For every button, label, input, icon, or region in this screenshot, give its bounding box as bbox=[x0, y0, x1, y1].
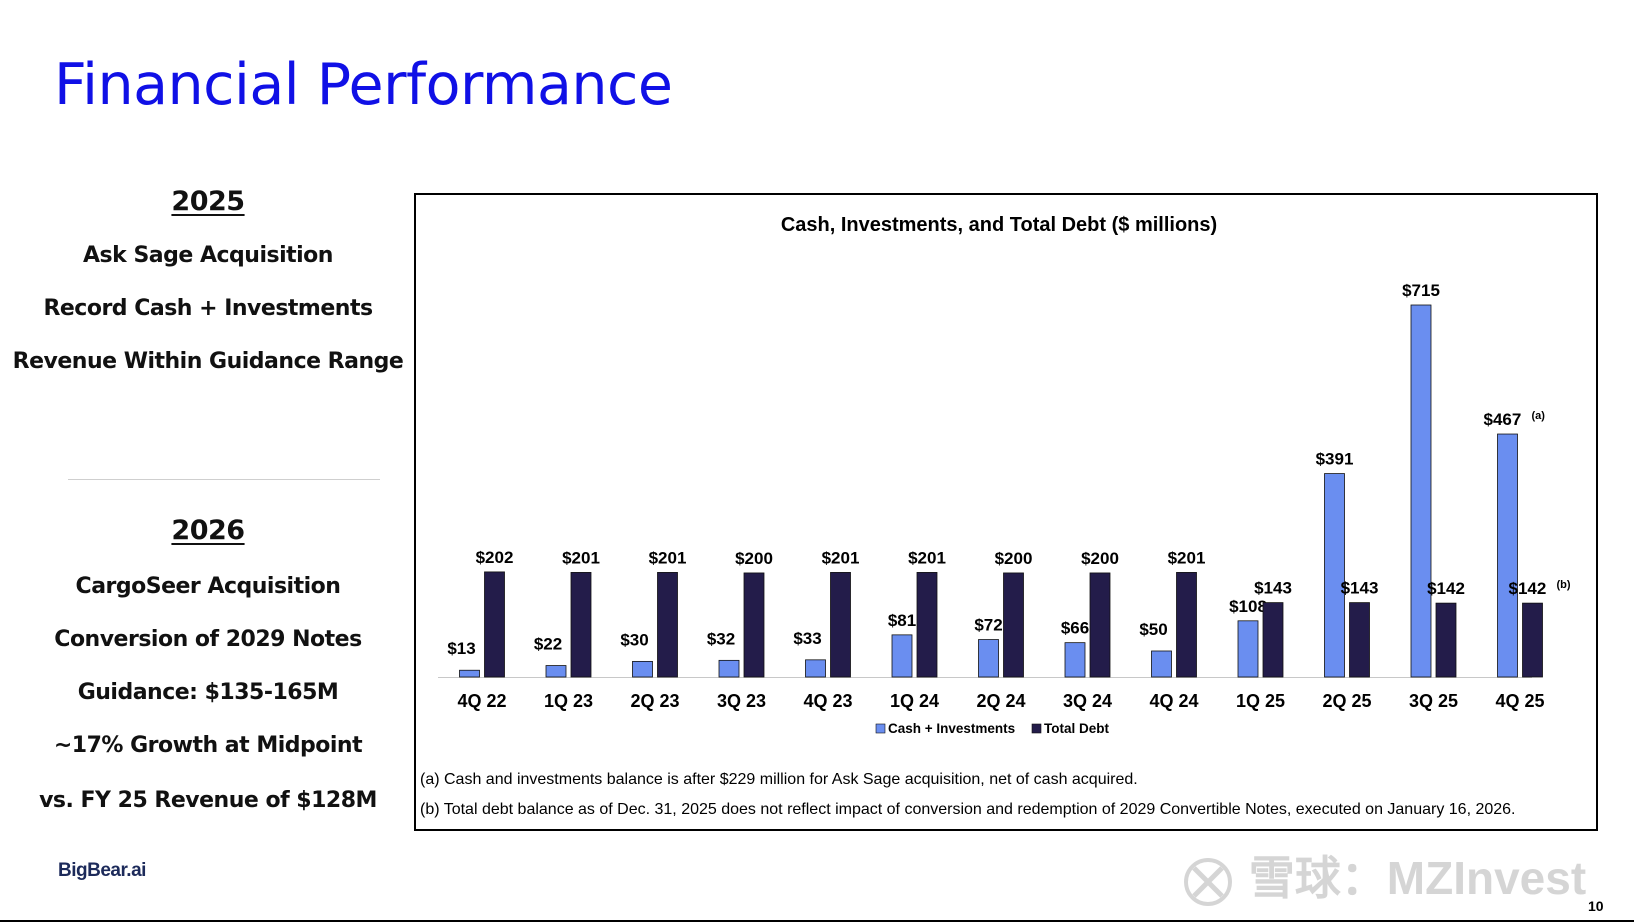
total-debt-bar bbox=[743, 572, 765, 678]
footnote-marker: (b) bbox=[1557, 579, 1571, 591]
total-debt-bar bbox=[916, 572, 938, 678]
x-tick-label: 1Q 23 bbox=[544, 691, 593, 711]
total-debt-label: $202 bbox=[476, 548, 514, 567]
footnote-marker: (a) bbox=[1532, 410, 1546, 422]
page-number: 10 bbox=[1588, 898, 1604, 914]
section-divider bbox=[68, 479, 380, 480]
total-debt-bar bbox=[1522, 602, 1543, 678]
cash-investments-bar bbox=[978, 639, 999, 678]
snowball-logo-icon bbox=[1184, 857, 1232, 906]
cash-investments-label: $13 bbox=[447, 639, 475, 658]
total-debt-label: $201 bbox=[822, 548, 860, 567]
footnote-a: (a) Cash and investments balance is afte… bbox=[420, 771, 1138, 788]
year-2026-heading: 2026 bbox=[171, 515, 245, 546]
cash-investments-bar bbox=[1064, 642, 1086, 678]
total-debt-label: $143 bbox=[1254, 579, 1292, 598]
highlight-2025-item: Revenue Within Guidance Range bbox=[12, 349, 404, 374]
total-debt-label: $142 bbox=[1509, 579, 1547, 598]
total-debt-bar bbox=[1003, 572, 1024, 678]
cash-investments-bar bbox=[1497, 433, 1518, 678]
total-debt-label: $201 bbox=[1168, 548, 1206, 567]
total-debt-label: $142 bbox=[1427, 579, 1465, 598]
total-debt-bar bbox=[1349, 602, 1370, 678]
highlight-2026-item: Conversion of 2029 Notes bbox=[54, 627, 362, 652]
cash-investments-label: $391 bbox=[1316, 450, 1354, 469]
x-tick-label: 1Q 24 bbox=[890, 691, 939, 711]
x-tick-label: 2Q 23 bbox=[630, 691, 679, 711]
total-debt-label: $143 bbox=[1341, 579, 1379, 598]
highlight-2026-item: ~17% Growth at Midpoint bbox=[53, 733, 363, 758]
legend-label: Cash + Investments bbox=[888, 721, 1015, 736]
cash-investments-bar bbox=[1151, 650, 1172, 678]
x-tick-label: 3Q 23 bbox=[717, 691, 766, 711]
highlight-2026-item: vs. FY 25 Revenue of $128M bbox=[39, 788, 377, 813]
total-debt-bar bbox=[484, 571, 505, 678]
cash-investments-bar bbox=[805, 659, 826, 678]
cash-investments-bar bbox=[459, 669, 480, 678]
x-tick-label: 4Q 22 bbox=[457, 691, 506, 711]
legend-label: Total Debt bbox=[1044, 721, 1109, 736]
total-debt-bar bbox=[1435, 602, 1457, 678]
cash-investments-label: $108 bbox=[1229, 597, 1267, 616]
chart-title: Cash, Investments, and Total Debt ($ mil… bbox=[781, 214, 1217, 236]
cash-investments-label: $81 bbox=[888, 611, 916, 630]
total-debt-label: $201 bbox=[562, 548, 600, 567]
total-debt-label: $200 bbox=[735, 549, 773, 568]
total-debt-bar bbox=[657, 572, 678, 678]
highlight-2026-item: CargoSeer Acquisition bbox=[75, 574, 341, 599]
cash-investments-bar bbox=[545, 665, 567, 678]
year-2025-heading: 2025 bbox=[171, 186, 245, 217]
highlight-2025-item: Ask Sage Acquisition bbox=[83, 243, 333, 268]
cash-investments-label: $467 bbox=[1484, 410, 1522, 429]
cash-investments-label: $72 bbox=[974, 616, 1002, 635]
x-tick-label: 1Q 25 bbox=[1236, 691, 1285, 711]
total-debt-label: $200 bbox=[995, 549, 1033, 568]
x-tick-label: 3Q 24 bbox=[1063, 691, 1112, 711]
total-debt-label: $201 bbox=[908, 548, 946, 567]
bar-chart: Cash, Investments, and Total Debt ($ mil… bbox=[438, 214, 1571, 736]
cash-investments-label: $30 bbox=[620, 630, 648, 649]
total-debt-bar bbox=[830, 572, 851, 678]
cash-investments-label: $715 bbox=[1402, 281, 1440, 300]
page-title: Financial Performance bbox=[54, 52, 673, 118]
watermark-text: 雪球：MZInvest bbox=[1248, 852, 1587, 904]
cash-investments-bar bbox=[718, 659, 740, 678]
cash-investments-label: $32 bbox=[707, 629, 735, 648]
total-debt-bar bbox=[1262, 602, 1284, 678]
x-tick-label: 3Q 25 bbox=[1409, 691, 1458, 711]
legend-swatch bbox=[1031, 723, 1042, 734]
cash-investments-label: $50 bbox=[1139, 620, 1167, 639]
highlight-2025-item: Record Cash + Investments bbox=[43, 296, 373, 321]
x-tick-label: 4Q 23 bbox=[803, 691, 852, 711]
total-debt-bar bbox=[1089, 572, 1111, 678]
footnote-b: (b) Total debt balance as of Dec. 31, 20… bbox=[420, 801, 1516, 818]
legend-swatch bbox=[875, 723, 886, 734]
bigbear-logo: BigBear.ai bbox=[58, 860, 146, 881]
chart-panel: Cash, Investments, and Total Debt ($ mil… bbox=[414, 193, 1598, 831]
bottom-rule bbox=[0, 920, 1634, 922]
cash-investments-label: $22 bbox=[534, 635, 562, 654]
x-tick-label: 4Q 24 bbox=[1149, 691, 1198, 711]
highlight-2026-item: Guidance: $135-165M bbox=[77, 680, 339, 705]
x-tick-label: 2Q 25 bbox=[1322, 691, 1371, 711]
cash-investments-bar bbox=[891, 634, 913, 678]
total-debt-label: $200 bbox=[1081, 549, 1119, 568]
cash-investments-label: $66 bbox=[1061, 619, 1089, 638]
total-debt-bar bbox=[1176, 572, 1197, 678]
cash-investments-bar bbox=[632, 660, 653, 678]
total-debt-label: $201 bbox=[649, 548, 687, 567]
x-tick-label: 2Q 24 bbox=[976, 691, 1025, 711]
x-tick-label: 4Q 25 bbox=[1495, 691, 1544, 711]
watermark: 雪球：MZInvest bbox=[1180, 842, 1600, 906]
cash-investments-bar bbox=[1410, 304, 1432, 678]
cash-investments-bar bbox=[1324, 473, 1345, 678]
total-debt-bar bbox=[570, 572, 592, 678]
cash-investments-bar bbox=[1237, 620, 1259, 678]
cash-investments-label: $33 bbox=[793, 629, 821, 648]
